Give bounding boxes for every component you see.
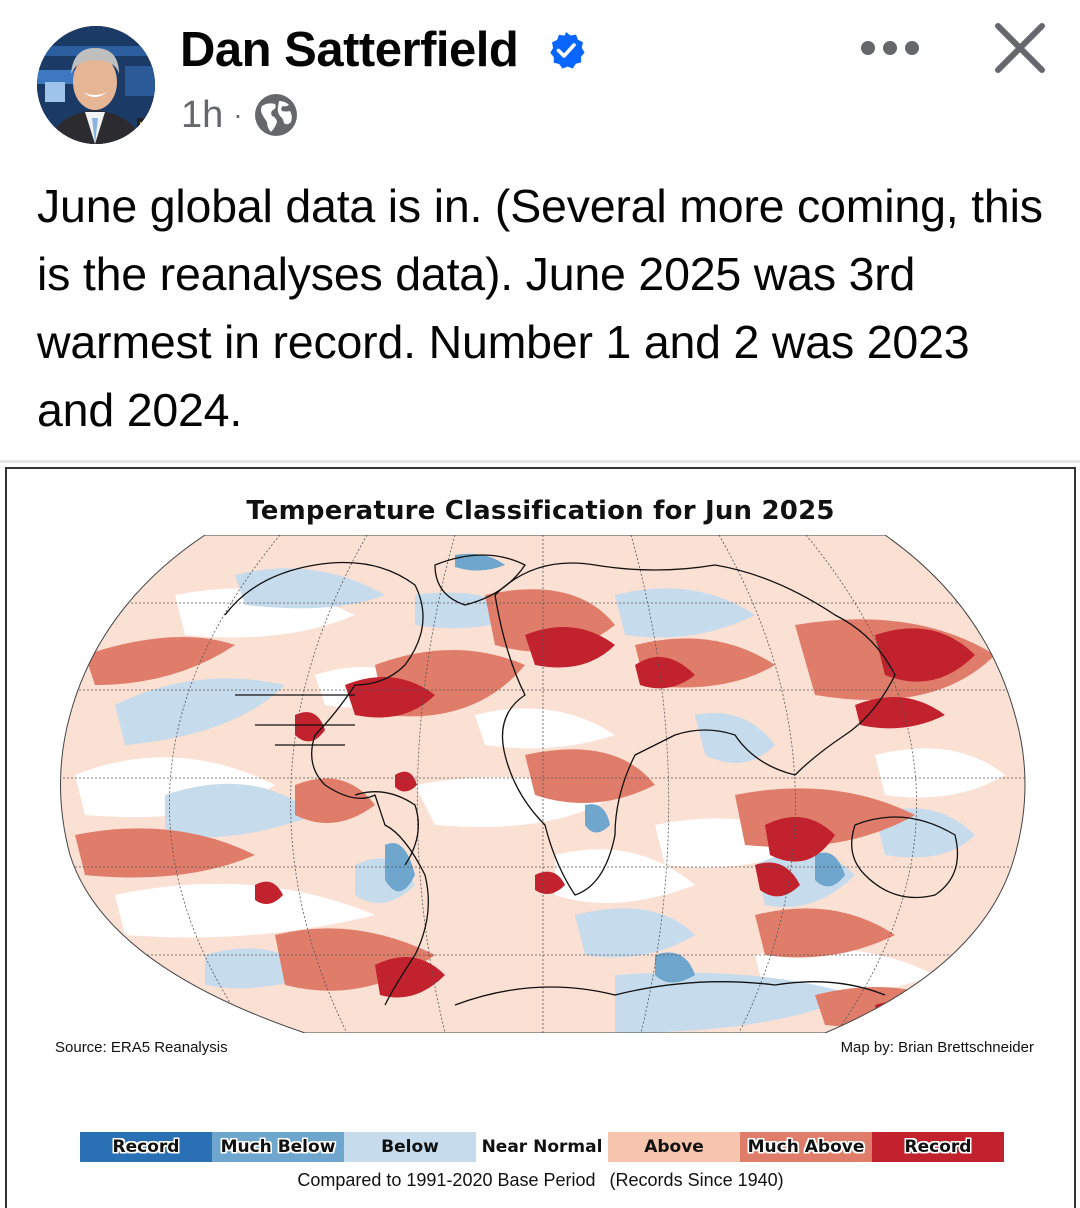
- more-options-button[interactable]: [855, 28, 925, 68]
- avatar-image: [37, 26, 155, 144]
- post-image-temperature-map[interactable]: Temperature Classification for Jun 2025: [5, 467, 1076, 1208]
- map-credit: Map by: Brian Brettschneider: [840, 1039, 1034, 1056]
- post-timestamp[interactable]: 1h: [181, 93, 224, 136]
- legend-much-below: Much Below: [212, 1132, 344, 1162]
- avatar[interactable]: [37, 26, 155, 144]
- post-text: June global data is in. (Several more co…: [37, 180, 1043, 436]
- post-header: Dan Satterfield 1h ·: [0, 0, 1080, 160]
- verified-badge-icon: [550, 32, 585, 69]
- legend-note-base: Compared to 1991-2020 Base Period: [297, 1170, 596, 1190]
- ellipsis-dot: [905, 41, 919, 55]
- map-source: Source: ERA5 Reanalysis: [55, 1039, 228, 1056]
- ellipsis-dot: [861, 41, 875, 55]
- legend-note: Compared to 1991-2020 Base Period (Record…: [7, 1170, 1074, 1191]
- post-meta: 1h ·: [181, 92, 299, 138]
- meta-separator: ·: [233, 99, 243, 130]
- globe-icon[interactable]: [253, 92, 299, 138]
- ellipsis-dot: [883, 41, 897, 55]
- legend-record-cold: Record: [80, 1132, 212, 1162]
- close-icon[interactable]: [990, 18, 1050, 78]
- divider: [0, 460, 1080, 463]
- legend: Record Much Below Below Near Normal Abov…: [80, 1132, 1004, 1162]
- legend-near-normal: Near Normal: [476, 1132, 608, 1162]
- legend-note-records: (Records Since 1940): [609, 1170, 784, 1190]
- legend-below: Below: [344, 1132, 476, 1162]
- legend-record-warm: Record: [872, 1132, 1004, 1162]
- figure-title: Temperature Classification for Jun 2025: [246, 496, 835, 526]
- world-temperature-map: [60, 535, 1026, 1033]
- author-name[interactable]: Dan Satterfield: [180, 23, 519, 77]
- legend-much-above: Much Above: [740, 1132, 872, 1162]
- legend-above: Above: [608, 1132, 740, 1162]
